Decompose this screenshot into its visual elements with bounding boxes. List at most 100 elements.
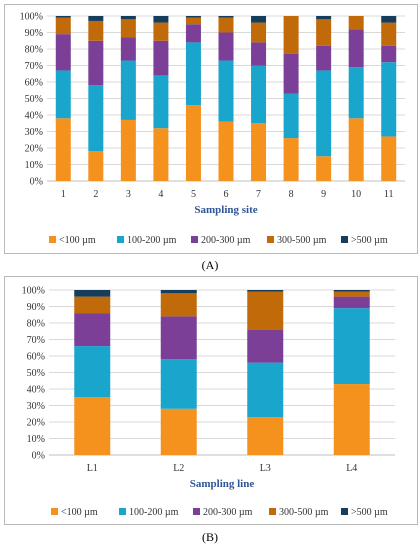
bar-segment-gt500 <box>74 290 111 297</box>
bar-segment-200-300 <box>333 296 370 309</box>
bar-segment-lt100 <box>283 138 299 181</box>
bar-segment-300-500 <box>185 17 201 25</box>
bar-segment-300-500 <box>55 17 71 35</box>
bar-segment-200-300 <box>348 29 364 68</box>
y-tick-label: 60% <box>25 78 43 89</box>
x-tick-label: 3 <box>126 189 131 200</box>
y-tick-label: 80% <box>27 319 45 330</box>
y-tick-label: 70% <box>27 335 45 346</box>
x-axis-title: Sampling line <box>190 478 255 490</box>
bar-segment-gt500 <box>120 16 136 20</box>
bar-segment-gt500 <box>185 16 201 18</box>
bar-segment-300-500 <box>160 293 197 317</box>
bar-segment-100-200 <box>348 67 364 119</box>
y-tick-label: 10% <box>27 434 45 445</box>
chart-panel-a: 0% 10% 20% 30% 40% 50% 60% 70% 80% 90% 100% 1 2 3 4 5 6 7… <box>4 4 418 254</box>
y-tick-label: 0% <box>32 451 45 462</box>
y-tick-label: 30% <box>25 127 43 138</box>
x-tick-label: 8 <box>289 189 294 200</box>
bar-segment-200-300 <box>247 329 284 363</box>
legend-label: 300-500 µm <box>277 235 327 246</box>
bar-segment-lt100 <box>381 136 397 181</box>
y-tick-label: 0% <box>30 177 43 188</box>
bar-segment-lt100 <box>316 156 332 181</box>
bar-segment-100-200 <box>74 346 111 398</box>
legend-swatch <box>119 508 126 515</box>
bar-segment-lt100 <box>160 408 197 455</box>
bar-segment-100-200 <box>120 60 136 120</box>
bar-segment-300-500 <box>74 296 111 314</box>
bar-segment-100-200 <box>218 60 234 122</box>
legend-label: <100 µm <box>61 507 98 518</box>
bar-segment-200-300 <box>218 32 234 61</box>
x-tick-label: L4 <box>346 463 357 474</box>
legend-label: 300-500 µm <box>279 507 329 518</box>
legend-swatch <box>49 236 56 243</box>
bar-segment-gt500 <box>381 16 397 23</box>
bar-segment-lt100 <box>74 397 111 455</box>
bar-segment-gt500 <box>333 290 370 292</box>
bar-segment-100-200 <box>251 65 267 124</box>
y-tick-label: 90% <box>25 28 43 39</box>
bar-segment-lt100 <box>333 384 370 455</box>
bar-segment-gt500 <box>160 290 197 294</box>
y-tick-label: 80% <box>25 45 43 56</box>
legend-label: 200-300 µm <box>201 235 251 246</box>
bar-segment-gt500 <box>247 290 284 292</box>
x-tick-label: 7 <box>256 189 261 200</box>
y-tick-label: 40% <box>25 111 43 122</box>
bar-segment-300-500 <box>381 22 397 46</box>
y-tick-label: 40% <box>27 385 45 396</box>
bar-segment-300-500 <box>120 19 136 38</box>
legend-label: 100-200 µm <box>127 235 177 246</box>
bar-segment-100-200 <box>160 359 197 409</box>
bar-segment-100-200 <box>333 308 370 385</box>
bar-segment-300-500 <box>348 16 364 30</box>
bar-segment-300-500 <box>283 16 299 54</box>
y-tick-label: 60% <box>27 352 45 363</box>
bar-segment-lt100 <box>247 417 284 455</box>
y-tick-label: 70% <box>25 61 43 72</box>
legend-swatch <box>51 508 58 515</box>
x-tick-label: 6 <box>224 189 229 200</box>
x-tick-label: 5 <box>191 189 196 200</box>
x-tick-label: 4 <box>158 189 163 200</box>
bar-segment-lt100 <box>88 151 104 181</box>
y-tick-label: 100% <box>22 286 45 297</box>
legend-swatch <box>117 236 124 243</box>
x-axis-title: Sampling site <box>194 204 257 216</box>
bar-segment-100-200 <box>316 70 332 157</box>
bar-segment-300-500 <box>251 22 267 43</box>
bar-segment-300-500 <box>316 19 332 46</box>
y-tick-label: 20% <box>25 144 43 155</box>
bar-segment-300-500 <box>88 20 104 41</box>
bar-segment-300-500 <box>153 22 169 41</box>
panel-label-a: (A) <box>201 258 219 272</box>
x-tick-label: 2 <box>93 189 98 200</box>
y-tick-label: 10% <box>25 160 43 171</box>
x-tick-label: 1 <box>61 189 66 200</box>
x-tick-label: 10 <box>351 189 361 200</box>
bar-segment-gt500 <box>316 16 332 20</box>
bar-segment-200-300 <box>74 313 111 347</box>
bar-segment-300-500 <box>247 291 284 330</box>
legend-swatch <box>191 236 198 243</box>
bar-segment-100-200 <box>247 362 284 418</box>
bar-segment-100-200 <box>88 85 104 152</box>
y-tick-label: 20% <box>27 418 45 429</box>
bar-segment-lt100 <box>55 118 71 181</box>
bar-segment-200-300 <box>120 37 136 61</box>
legend-swatch <box>269 508 276 515</box>
bar-segment-200-300 <box>251 42 267 66</box>
x-tick-label: 11 <box>384 189 394 200</box>
y-tick-label: 50% <box>27 368 45 379</box>
chart-panel-b: 0% 10% 20% 30% 40% 50% 60% 70% 80% 90% 100% L1 L2 L3 L… <box>4 276 418 525</box>
bar-segment-200-300 <box>160 316 197 360</box>
x-tick-label: 9 <box>321 189 326 200</box>
y-tick-label: 30% <box>27 401 45 412</box>
bar-segment-lt100 <box>251 123 267 181</box>
bar-segment-300-500 <box>218 17 234 33</box>
x-tick-label: L2 <box>173 463 184 474</box>
legend-label: 200-300 µm <box>203 507 253 518</box>
legend-label: >500 µm <box>351 235 388 246</box>
